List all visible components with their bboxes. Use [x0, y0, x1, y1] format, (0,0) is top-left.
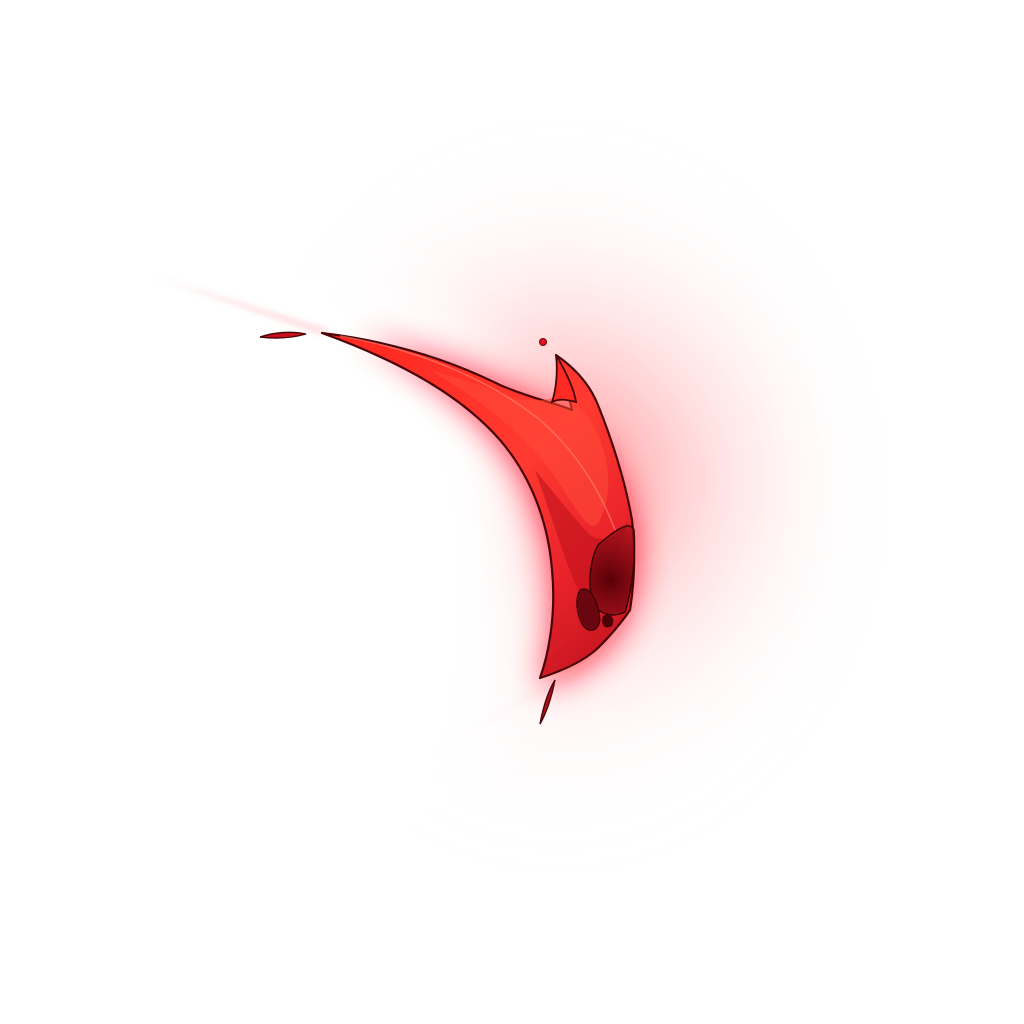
blade-hook-notch: [550, 354, 578, 404]
blade-edge-highlight: [339, 335, 616, 531]
shard-left: [259, 331, 307, 339]
shard-dot: [539, 338, 547, 346]
blade-dark-facet-small: [602, 614, 614, 628]
shard-bottom: [539, 679, 556, 725]
trail-streak: [150, 275, 330, 334]
blade-inner-fold: [430, 370, 609, 526]
blade-dark-facet: [576, 588, 601, 631]
trail-streak-lower: [420, 680, 560, 760]
blade-dark-core: [589, 525, 636, 616]
inner-white-crescent: [120, 270, 540, 850]
